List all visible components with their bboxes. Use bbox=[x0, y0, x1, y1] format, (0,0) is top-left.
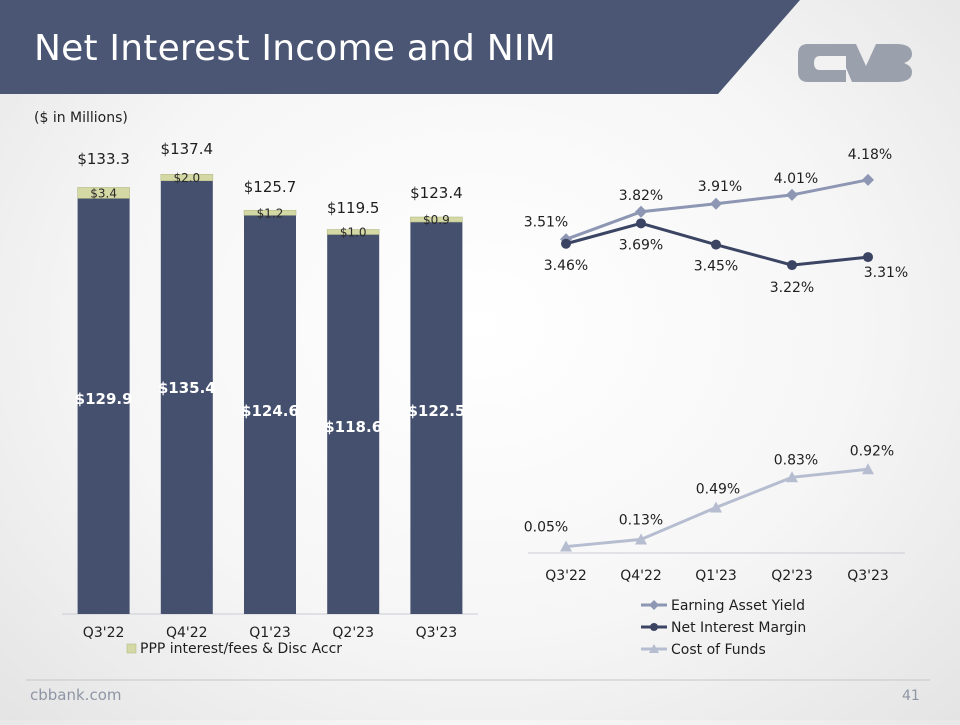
bar-category-label: Q1'23 bbox=[249, 625, 291, 641]
earning-asset-yield-point bbox=[862, 173, 874, 186]
legend-label: Earning Asset Yield bbox=[671, 598, 805, 614]
cost-of-funds-point bbox=[862, 463, 874, 475]
ppp-legend-label: PPP interest/fees & Disc Accr bbox=[140, 641, 342, 657]
ppp-bar bbox=[77, 187, 130, 199]
line-data-label: 0.49% bbox=[696, 481, 740, 497]
header-banner-shape bbox=[0, 0, 800, 94]
legend-label: Net Interest Margin bbox=[671, 620, 806, 636]
line-data-label: 3.51% bbox=[524, 214, 568, 230]
ppp-bar bbox=[326, 229, 380, 235]
nii-bar bbox=[244, 215, 296, 614]
cost-of-funds-point bbox=[710, 501, 722, 513]
page-title: Net Interest Income and NIM bbox=[34, 28, 556, 69]
ppp-value-label: $1.0 bbox=[340, 225, 367, 239]
earning-asset-yield-point bbox=[710, 197, 722, 210]
ppp-legend-swatch bbox=[126, 643, 137, 654]
line-category-label: Q3'23 bbox=[847, 568, 889, 584]
ppp-bar bbox=[410, 216, 463, 223]
line-category-label: Q2'23 bbox=[771, 568, 813, 584]
line-data-label: 0.83% bbox=[774, 452, 818, 468]
cost-of-funds-point bbox=[786, 471, 798, 483]
line-data-label: 0.13% bbox=[619, 512, 663, 528]
line-category-label: Q1'23 bbox=[695, 568, 737, 584]
footer-url: cbbank.com bbox=[30, 686, 122, 704]
nii-value-label: $118.6 bbox=[324, 418, 382, 436]
legend-circle-marker bbox=[650, 623, 658, 631]
line-data-label: 3.82% bbox=[619, 188, 663, 204]
net-interest-margin-point bbox=[561, 238, 571, 249]
ppp-value-label: $1.2 bbox=[257, 206, 284, 220]
line-category-label: Q3'22 bbox=[545, 568, 587, 584]
bar-category-label: Q4'22 bbox=[166, 625, 208, 641]
total-value-label: $133.3 bbox=[77, 150, 130, 168]
total-value-label: $125.7 bbox=[244, 178, 297, 196]
header-banner bbox=[0, 0, 800, 94]
nii-value-label: $122.5 bbox=[407, 402, 465, 420]
cvb-logo-icon bbox=[798, 44, 912, 82]
nii-value-label: $129.9 bbox=[75, 390, 133, 408]
nii-bar bbox=[160, 180, 213, 614]
line-category-label: Q4'22 bbox=[620, 568, 662, 584]
bar-category-label: Q2'23 bbox=[332, 625, 374, 641]
total-value-label: $119.5 bbox=[327, 199, 380, 217]
line-data-label: 3.45% bbox=[694, 259, 738, 275]
net-interest-margin-point bbox=[636, 218, 646, 229]
nii-value-label: $135.4 bbox=[158, 379, 216, 397]
nii-bar bbox=[327, 234, 380, 615]
cost-of-funds-point bbox=[560, 540, 572, 552]
ppp-bar bbox=[243, 209, 297, 216]
net-interest-margin-point bbox=[863, 252, 873, 263]
ppp-bar bbox=[160, 174, 214, 182]
earning-asset-yield-point bbox=[635, 205, 647, 218]
legend-diamond-marker bbox=[649, 600, 659, 610]
nii-bar bbox=[77, 198, 130, 614]
ppp-value-label: $0.9 bbox=[423, 213, 450, 227]
line-data-label: 4.01% bbox=[774, 171, 818, 187]
net-interest-margin-point bbox=[711, 239, 721, 250]
line-data-label: 0.05% bbox=[524, 520, 568, 536]
line-data-label: 0.92% bbox=[850, 443, 894, 459]
ppp-value-label: $3.4 bbox=[90, 186, 117, 200]
earning-asset-yield-point bbox=[786, 188, 798, 201]
legend-label: Cost of Funds bbox=[671, 642, 766, 658]
nii-bar bbox=[410, 222, 463, 614]
ppp-value-label: $2.0 bbox=[173, 171, 200, 185]
total-value-label: $137.4 bbox=[161, 140, 214, 158]
logo-vb-shape bbox=[836, 44, 912, 82]
legend-triangle-marker bbox=[649, 644, 659, 653]
bar-category-label: Q3'22 bbox=[83, 625, 125, 641]
units-subtitle: ($ in Millions) bbox=[34, 110, 128, 126]
line-data-label: 3.22% bbox=[770, 280, 814, 296]
total-value-label: $123.4 bbox=[410, 184, 463, 202]
nii-value-label: $124.6 bbox=[241, 402, 299, 420]
line-data-label: 4.18% bbox=[848, 147, 892, 163]
bar-category-label: Q3'23 bbox=[416, 625, 458, 641]
net-interest-margin-point bbox=[787, 260, 797, 271]
line-data-label: 3.91% bbox=[698, 179, 742, 195]
page-number: 41 bbox=[902, 688, 920, 704]
nim-line-chart: 3.51% 3.82% 3.91% 4.01% 4.18% 3.46% 3.69% 3.45%… bbox=[524, 147, 908, 658]
line-data-label: 3.46% bbox=[544, 258, 588, 274]
line-data-label: 3.31% bbox=[864, 265, 908, 281]
cost-of-funds-point bbox=[635, 533, 647, 545]
logo-c-cut bbox=[814, 56, 846, 70]
line-data-label: 3.69% bbox=[619, 237, 663, 253]
nii-bar-chart: $129.9 $3.4 $133.3 Q3'22 $135.4 $2.0 $137.4 Q4'… bbox=[62, 140, 478, 657]
